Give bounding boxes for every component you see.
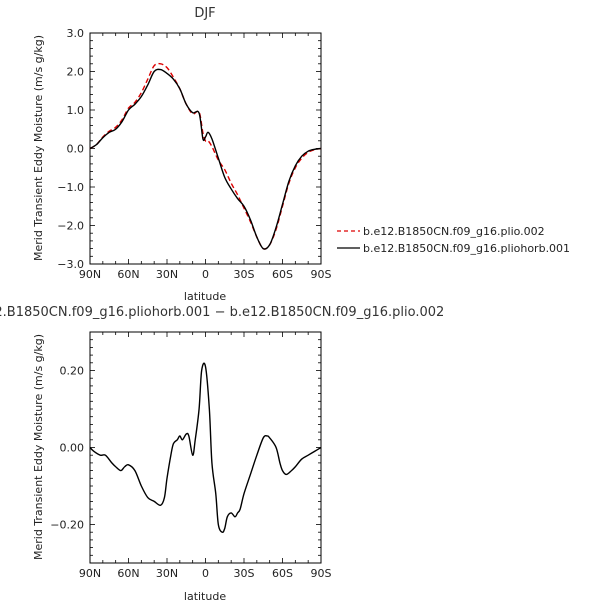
legend-label-pliohorb: b.e12.B1850CN.f09_g16.pliohorb.001: [363, 242, 570, 255]
top-panel: DJF 90N 60N 30N 0 30S 60S 90S −3.0 −2.0 −1.0 0.0 1…: [32, 6, 332, 303]
series-line-plio-002: [89, 62, 322, 250]
x-tick-label: 30S: [234, 567, 255, 580]
y-tick-label: 0.00: [60, 442, 85, 455]
x-tick-label: 60S: [272, 567, 293, 580]
y-tick-label: 2.0: [67, 66, 85, 79]
top-y-axis-title: Merid Transient Eddy Moisture (m/s g/kg): [32, 35, 45, 261]
top-x-ticks: 90N 60N 30N 0 30S 60S 90S: [79, 33, 332, 281]
y-tick-label: −2.0: [57, 220, 84, 233]
bottom-x-axis-title: latitude: [184, 590, 226, 603]
x-tick-label: 30N: [156, 268, 178, 281]
x-tick-label: 60N: [117, 268, 139, 281]
y-tick-label: −0.20: [50, 519, 84, 532]
legend: b.e12.B1850CN.f09_g16.plio.002 b.e12.B18…: [337, 225, 570, 255]
x-tick-label: 60N: [117, 567, 139, 580]
x-tick-label: 90N: [79, 567, 101, 580]
top-series-layer: [89, 62, 322, 250]
bottom-series-layer: [89, 362, 322, 533]
series-line-difference: [89, 362, 322, 533]
series-line-pliohorb-001: [89, 68, 322, 250]
legend-label-plio: b.e12.B1850CN.f09_g16.plio.002: [363, 225, 545, 238]
y-tick-label: 1.0: [67, 104, 85, 117]
x-tick-label: 90S: [311, 268, 332, 281]
x-tick-label: 0: [202, 567, 209, 580]
x-tick-label: 90S: [311, 567, 332, 580]
x-tick-label: 0: [202, 268, 209, 281]
x-tick-label: 90N: [79, 268, 101, 281]
bottom-panel: b.e12.B1850CN.f09_g16.pliohorb.001 − b.e…: [0, 305, 444, 603]
y-tick-label: −3.0: [57, 258, 84, 271]
y-tick-label: 3.0: [67, 27, 85, 40]
bottom-x-ticks: 90N 60N 30N 0 30S 60S 90S: [79, 332, 332, 580]
top-plot-frame: [89, 32, 322, 265]
y-tick-label: 0.0: [67, 143, 85, 156]
x-tick-label: 30N: [156, 567, 178, 580]
bottom-y-axis-title: Merid Transient Eddy Moisture (m/s g/kg): [32, 334, 45, 560]
bottom-y-ticks: −0.20 0.00 0.20: [50, 331, 321, 564]
x-tick-label: 60S: [272, 268, 293, 281]
top-chart-title: DJF: [194, 6, 215, 21]
y-tick-label: 0.20: [60, 365, 85, 378]
bottom-chart-title: b.e12.B1850CN.f09_g16.pliohorb.001 − b.e…: [0, 305, 444, 320]
y-tick-label: −1.0: [57, 181, 84, 194]
x-tick-label: 30S: [234, 268, 255, 281]
top-x-axis-title: latitude: [184, 290, 226, 303]
top-y-ticks: −3.0 −2.0 −1.0 0.0 1.0 2.0 3.0: [57, 27, 321, 271]
